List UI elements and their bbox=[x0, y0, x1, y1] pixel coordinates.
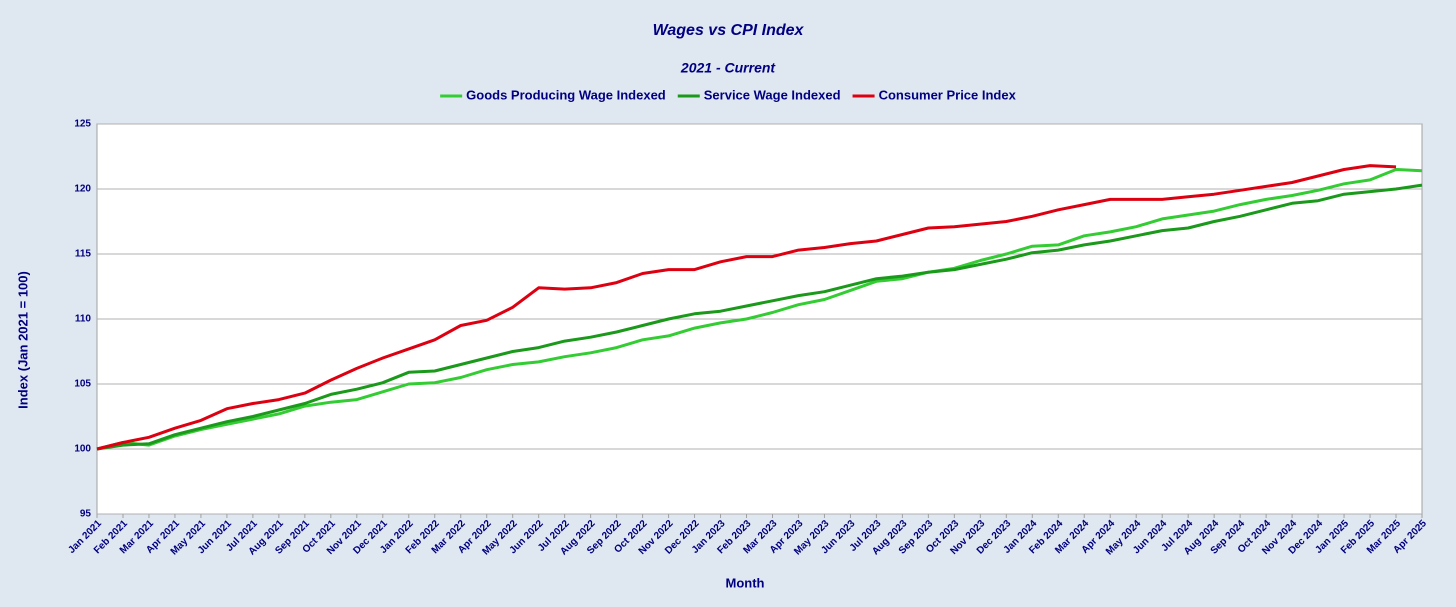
legend-label: Consumer Price Index bbox=[879, 87, 1017, 102]
chart-title: Wages vs CPI Index bbox=[653, 22, 805, 39]
y-tick-label: 120 bbox=[74, 184, 91, 195]
series-line bbox=[96, 164, 1397, 451]
y-tick-label: 115 bbox=[75, 249, 92, 260]
y-tick-label: 125 bbox=[74, 119, 91, 130]
series-line bbox=[96, 168, 1423, 451]
y-tick-label: 100 bbox=[74, 444, 91, 455]
chart-subtitle: 2021 - Current bbox=[680, 60, 776, 76]
legend-label: Goods Producing Wage Indexed bbox=[466, 87, 666, 102]
y-tick-label: 105 bbox=[74, 379, 91, 390]
y-tick-label: 110 bbox=[75, 314, 92, 325]
series-line bbox=[96, 183, 1423, 451]
y-tick-label: 95 bbox=[80, 509, 92, 520]
legend: Goods Producing Wage Indexed Service Wage… bbox=[440, 87, 1017, 102]
legend-label: Service Wage Indexed bbox=[704, 87, 841, 102]
y-axis-label: Index (Jan 2021 = 100) bbox=[15, 271, 30, 409]
x-axis-label: Month bbox=[726, 575, 765, 590]
